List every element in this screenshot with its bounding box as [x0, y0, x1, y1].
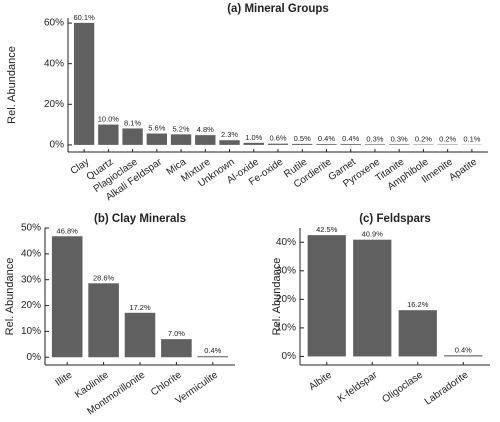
bar	[444, 355, 483, 357]
x-tick-label: K-feldspar	[336, 369, 380, 405]
bar	[122, 128, 143, 145]
value-label: 17.2%	[129, 303, 151, 312]
x-tick-label: Apatite	[447, 156, 479, 183]
y-tick-label: 10%	[21, 326, 41, 337]
x-tick-label: Illite	[54, 369, 75, 388]
y-tick-label: 40%	[276, 237, 296, 248]
y-tick-label: 0%	[282, 351, 297, 362]
y-tick-label: 0%	[50, 140, 65, 151]
value-label: 8.1%	[124, 118, 141, 127]
y-tick-label: 20%	[276, 294, 296, 305]
bar	[98, 124, 119, 145]
value-label: 0.1%	[463, 135, 480, 144]
value-label: 0.4%	[318, 134, 335, 143]
value-label: 60.1%	[73, 13, 95, 22]
bar	[219, 140, 240, 145]
bar	[388, 144, 410, 145]
chart-title: (c) Feldspars	[359, 213, 431, 225]
value-label: 46.8%	[57, 226, 79, 235]
bar	[243, 142, 264, 145]
y-tick-label: 40%	[21, 248, 41, 259]
y-tick-label: 50%	[21, 223, 41, 234]
x-tick-label: Labradorite	[423, 369, 471, 407]
value-label: 10.0%	[98, 115, 120, 124]
value-label: 28.6%	[93, 273, 115, 282]
bar	[316, 144, 337, 145]
bar	[170, 134, 192, 145]
value-label: 0.3%	[391, 134, 408, 143]
value-label: 0.2%	[439, 134, 456, 143]
bar	[398, 310, 437, 357]
bar	[353, 239, 392, 357]
bar	[267, 143, 289, 145]
y-tick-label: 0%	[27, 352, 42, 363]
bar	[195, 135, 216, 145]
value-label: 4.8%	[197, 125, 214, 134]
value-label: 0.4%	[342, 134, 359, 143]
x-tick-label: Oligoclase	[380, 369, 425, 405]
bar	[292, 143, 313, 145]
value-label: 40.9%	[362, 230, 384, 239]
bar	[146, 133, 168, 145]
value-label: 0.4%	[204, 346, 221, 355]
y-tick-label: 60%	[44, 18, 64, 29]
value-label: 7.0%	[168, 329, 185, 338]
value-label: 16.2%	[407, 300, 429, 309]
value-label: 0.4%	[455, 345, 472, 354]
bar	[124, 312, 156, 358]
bar	[161, 339, 192, 358]
bar	[51, 236, 83, 358]
value-label: 0.5%	[294, 134, 311, 143]
bar	[340, 144, 361, 145]
y-tick-label: 20%	[21, 300, 41, 311]
y-tick-label: 20%	[44, 99, 64, 110]
value-label: 2.3%	[221, 130, 238, 139]
bar	[307, 235, 346, 357]
chart-title: (a) Mineral Groups	[227, 3, 329, 15]
bar	[73, 22, 95, 145]
y-tick-label: 30%	[276, 265, 296, 276]
value-label: 0.6%	[269, 134, 286, 143]
bar	[197, 356, 229, 358]
bar	[88, 283, 119, 358]
y-axis-label: Rel. Abundance	[4, 258, 16, 336]
value-label: 42.5%	[316, 225, 338, 234]
y-axis-label: Rel. Abundance	[6, 46, 18, 124]
value-label: 0.3%	[366, 134, 383, 143]
y-axis-label: Rel. Abundance	[271, 258, 283, 336]
bar	[364, 144, 386, 145]
chart-title: (b) Clay Minerals	[94, 213, 186, 225]
y-tick-label: 40%	[44, 58, 64, 69]
value-label: 5.2%	[173, 124, 190, 133]
value-label: 0.2%	[415, 134, 432, 143]
y-tick-label: 30%	[21, 274, 41, 285]
x-tick-label: Albite	[307, 369, 334, 393]
value-label: 5.6%	[148, 124, 165, 133]
y-tick-label: 10%	[276, 323, 296, 334]
value-label: 1.0%	[245, 133, 262, 142]
